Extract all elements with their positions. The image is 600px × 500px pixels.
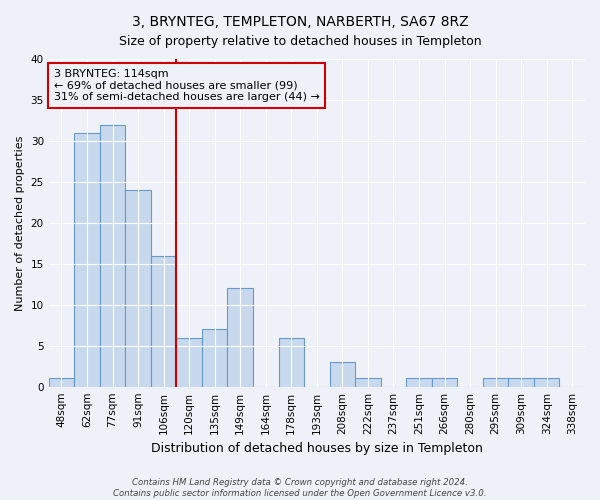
Text: Contains HM Land Registry data © Crown copyright and database right 2024.
Contai: Contains HM Land Registry data © Crown c… [113, 478, 487, 498]
Bar [355, 378, 380, 386]
Bar [432, 378, 457, 386]
Y-axis label: Number of detached properties: Number of detached properties [15, 135, 25, 310]
Bar [227, 288, 253, 386]
Bar [534, 378, 559, 386]
Bar [329, 362, 355, 386]
Bar [278, 338, 304, 386]
Bar [483, 378, 508, 386]
Bar [406, 378, 432, 386]
Bar [151, 256, 176, 386]
Text: 3 BRYNTEG: 114sqm
← 69% of detached houses are smaller (99)
31% of semi-detached: 3 BRYNTEG: 114sqm ← 69% of detached hous… [54, 69, 320, 102]
Bar [125, 190, 151, 386]
Bar [49, 378, 74, 386]
Bar [508, 378, 534, 386]
Text: Size of property relative to detached houses in Templeton: Size of property relative to detached ho… [119, 35, 481, 48]
Text: 3, BRYNTEG, TEMPLETON, NARBERTH, SA67 8RZ: 3, BRYNTEG, TEMPLETON, NARBERTH, SA67 8R… [131, 15, 469, 29]
Bar [202, 330, 227, 386]
Bar [100, 124, 125, 386]
Bar [74, 132, 100, 386]
Bar [176, 338, 202, 386]
X-axis label: Distribution of detached houses by size in Templeton: Distribution of detached houses by size … [151, 442, 483, 455]
